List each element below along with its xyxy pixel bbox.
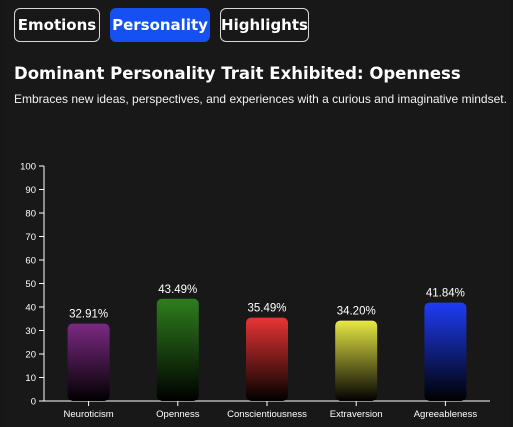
bar-neuroticism	[67, 323, 110, 401]
tab-emotions[interactable]: Emotions	[14, 8, 100, 42]
bar-agreeableness	[424, 302, 467, 401]
y-axis: 0 10 20 30 40 50 60 70 80 90 100	[20, 162, 45, 408]
x-tick-label-conscientiousness: Conscientiousness	[227, 409, 307, 420]
value-label-agreeableness: 41.84%	[426, 288, 465, 300]
y-tick-label: 90	[25, 185, 36, 196]
dominant-trait-heading: Dominant Personality Trait Exhibited: Op…	[14, 64, 461, 83]
y-tick-label: 70	[25, 232, 36, 243]
tab-personality[interactable]: Personality	[110, 8, 210, 42]
x-tick-label-openness: Openness	[156, 409, 200, 420]
y-tick-label: 50	[25, 279, 36, 290]
y-tick-label: 20	[25, 350, 36, 361]
y-tick-label: 0	[31, 397, 36, 408]
value-label-neuroticism: 32.91%	[69, 309, 108, 321]
value-label-extraversion: 34.20%	[337, 306, 376, 318]
x-axis: Neuroticism Openness Conscientiousness Extr…	[44, 400, 490, 420]
y-tick-label: 10	[25, 373, 36, 384]
bar-conscientiousness	[246, 317, 288, 401]
y-tick-label: 100	[20, 162, 36, 173]
y-tick-label: 60	[25, 256, 36, 267]
value-label-openness: 43.49%	[158, 284, 197, 296]
x-tick-label-neuroticism: Neuroticism	[64, 409, 114, 420]
bar-extraversion	[335, 320, 378, 401]
x-tick-label-agreeableness: Agreeableness	[414, 409, 478, 420]
tab-bar: Emotions Personality Highlights	[14, 8, 309, 42]
y-tick-label: 30	[25, 326, 36, 337]
bars: 32.91% 43.49% 35.49% 34.20% 41.84%	[67, 284, 467, 401]
x-tick-label-extraversion: Extraversion	[330, 409, 383, 420]
y-tick-label: 80	[25, 209, 36, 220]
tab-highlights[interactable]: Highlights	[220, 8, 309, 42]
value-label-conscientiousness: 35.49%	[247, 303, 286, 315]
bar-openness	[156, 298, 199, 401]
trait-description: Embraces new ideas, perspectives, and ex…	[14, 92, 507, 106]
y-tick-label: 40	[25, 303, 36, 314]
